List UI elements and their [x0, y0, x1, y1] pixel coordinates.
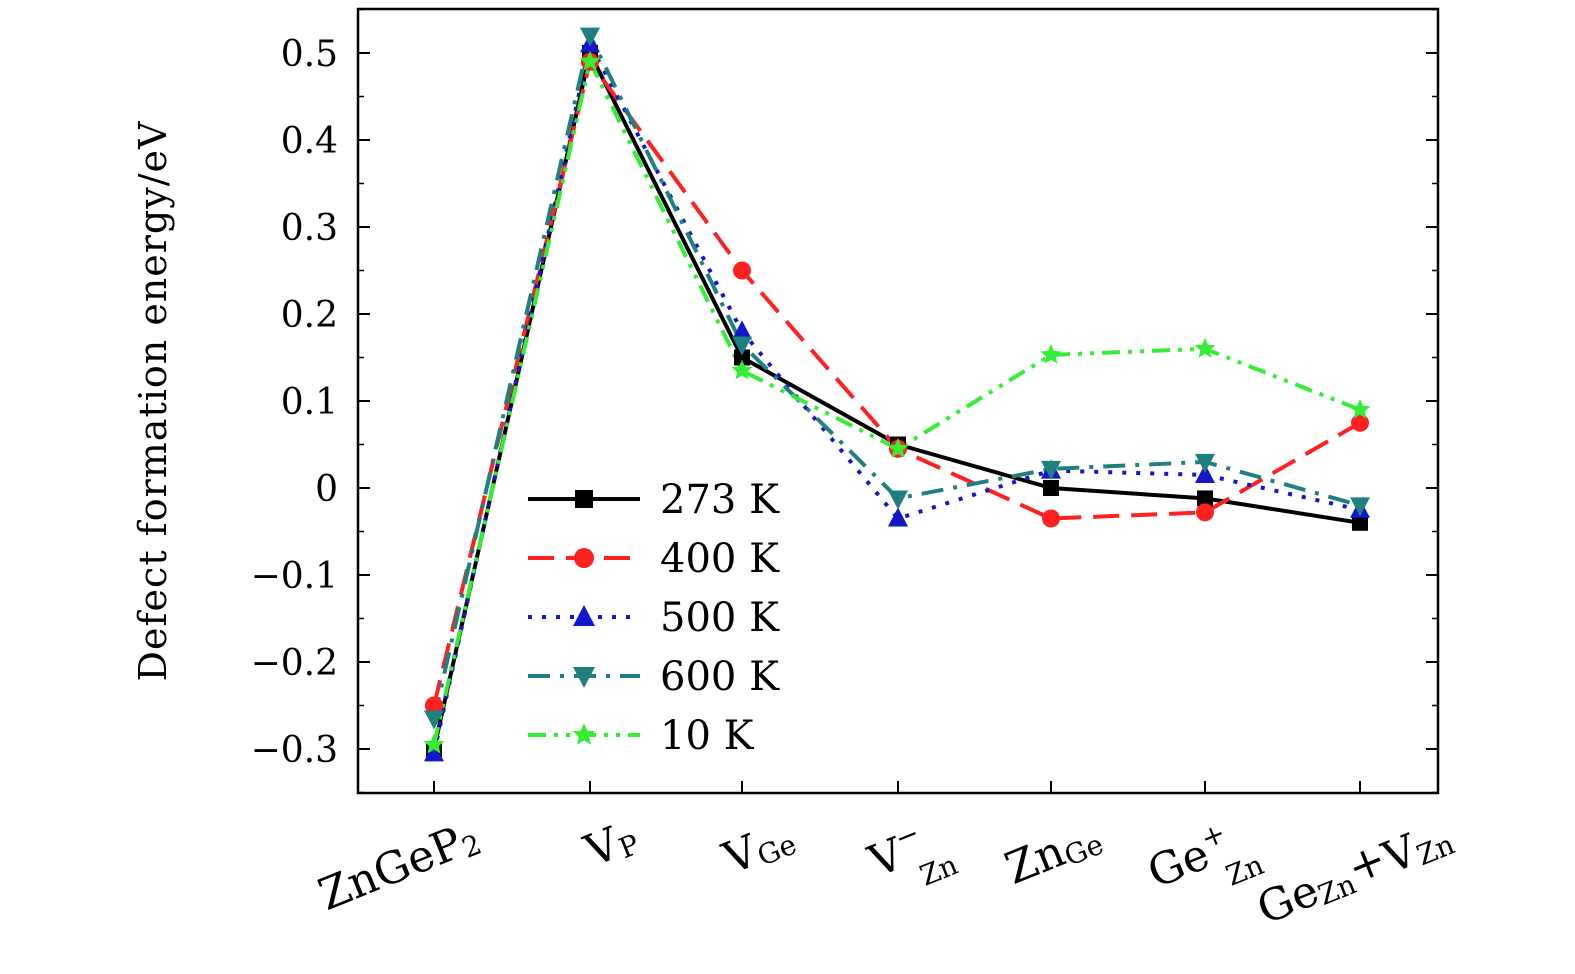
x-category-part: Zn — [915, 848, 962, 893]
x-category-text: VP — [577, 811, 644, 878]
marker-star — [572, 723, 596, 745]
legend-label: 600 K — [660, 654, 780, 700]
series-line-400k — [432, 59, 1362, 706]
y-tick-label: −0.3 — [251, 730, 338, 771]
y-tick-label: 0.3 — [281, 208, 338, 249]
x-category-part: Zn — [998, 825, 1072, 894]
x-category-text: V−Zn — [860, 807, 963, 908]
x-category-label: GeZn+VZn — [1249, 807, 1460, 935]
y-axis-label: Defect formation energy/eV — [131, 121, 175, 682]
y-tick-label: −0.1 — [251, 556, 338, 597]
x-category-text: ZnGe — [998, 811, 1108, 895]
x-category-text: VGe — [716, 811, 802, 885]
marker-triangle-down — [580, 27, 600, 47]
legend-label: 500 K — [660, 595, 780, 641]
marker-star — [1349, 398, 1371, 419]
y-tick-label: −0.2 — [251, 643, 338, 684]
marker-triangle-down — [888, 490, 908, 510]
marker-square — [575, 490, 593, 508]
series-lines — [432, 33, 1362, 754]
legend-label: 273 K — [660, 477, 780, 523]
marker-star — [579, 50, 601, 71]
y-tick-label: 0.5 — [281, 34, 338, 75]
x-category-text: Ge+Zn — [1139, 807, 1268, 919]
series-markers — [423, 27, 1371, 762]
x-category-label: VP — [577, 811, 644, 878]
marker-square — [1352, 514, 1368, 531]
marker-star — [1040, 343, 1062, 364]
marker-triangle-up — [573, 605, 595, 626]
x-category-part: ZnGeP — [312, 818, 470, 921]
marker-star — [423, 733, 445, 754]
marker-circle — [574, 548, 594, 568]
marker-circle — [1042, 509, 1060, 528]
x-category-text: ZnGeP2 — [312, 811, 486, 921]
marker-triangle-up — [1195, 463, 1215, 483]
marker-triangle-down — [573, 667, 595, 688]
marker-triangle-down — [732, 336, 752, 356]
x-category-label: ZnGe — [998, 811, 1108, 895]
marker-triangle-down — [1195, 453, 1215, 473]
y-tick-label: 0.2 — [281, 295, 338, 336]
legend-label: 400 K — [660, 536, 780, 582]
marker-triangle-up — [732, 320, 752, 340]
legend-label: 10 K — [660, 713, 755, 759]
marker-circle — [1196, 503, 1214, 522]
plot-frame — [356, 7, 1440, 795]
x-category-label: Ge+Zn — [1139, 807, 1269, 919]
marker-square — [734, 349, 750, 366]
marker-circle — [1351, 413, 1369, 432]
marker-circle — [425, 696, 443, 715]
series-line-10k — [432, 59, 1361, 746]
marker-star — [731, 359, 753, 380]
marker-square — [1197, 490, 1213, 507]
axis-ticks — [358, 8, 1438, 794]
marker-triangle-down — [424, 710, 444, 730]
marker-star — [1194, 337, 1216, 358]
marker-triangle-down — [1041, 460, 1061, 480]
x-category-label: ZnGeP2 — [312, 811, 486, 921]
y-tick-label: 0.1 — [281, 382, 338, 423]
y-tick-labels: 0.5 0.4 0.3 0.2 0.1 0 −0.1 −0.2 −0.3 — [251, 34, 338, 771]
x-category-label: VGe — [716, 811, 802, 885]
marker-triangle-down — [1350, 497, 1370, 517]
x-category-text: GeZn+VZn — [1249, 807, 1460, 935]
marker-circle — [733, 261, 751, 280]
y-tick-label: 0.4 — [281, 121, 338, 162]
marker-triangle-up — [424, 742, 444, 762]
marker-square — [1043, 480, 1059, 496]
series-line-273k — [432, 51, 1361, 750]
x-category-label: V−Zn — [860, 807, 963, 908]
marker-triangle-up — [888, 507, 908, 527]
series-line-500k — [432, 42, 1361, 754]
legend: 273 K 400 K 500 K 600 K 10 K — [528, 477, 780, 759]
marker-star — [887, 437, 909, 458]
y-tick-label: 0 — [315, 469, 338, 510]
